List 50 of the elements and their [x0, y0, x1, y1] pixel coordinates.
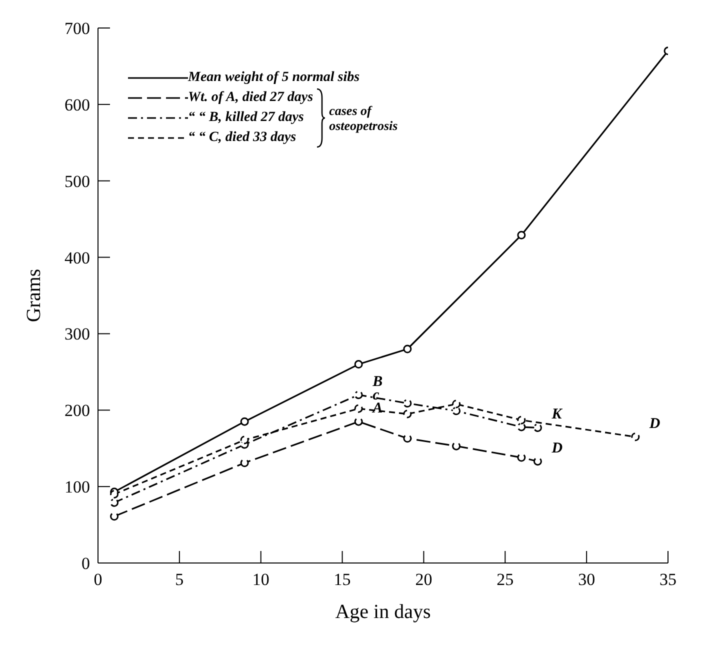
point — [452, 400, 461, 408]
point — [533, 457, 542, 466]
point — [403, 399, 412, 408]
x-tick-label: 20 — [415, 570, 432, 590]
point — [517, 230, 526, 240]
point — [354, 390, 363, 400]
point — [240, 436, 249, 444]
y-axis-title: Grams — [23, 268, 46, 322]
x-tick-label: 35 — [660, 570, 676, 590]
point — [517, 416, 526, 424]
legend-label: “ “ B, killed 27 days — [188, 110, 304, 126]
annotation: c — [372, 388, 380, 404]
y-tick-label: 500 — [64, 172, 90, 191]
point — [403, 344, 412, 354]
point — [110, 498, 119, 507]
point — [354, 404, 363, 413]
point — [631, 432, 640, 442]
point — [533, 423, 542, 432]
annotation: D — [550, 440, 563, 456]
point — [517, 422, 526, 432]
point — [240, 458, 249, 468]
x-axis-title: Age in days — [335, 601, 431, 623]
annotation: cases of osteopetrosis — [329, 103, 399, 133]
point — [452, 406, 461, 416]
annotation: K — [550, 406, 563, 423]
point — [403, 434, 412, 443]
x-tick-label: 0 — [94, 570, 102, 590]
point — [354, 360, 363, 369]
annotation: D — [648, 416, 660, 432]
legend-label: Wt. of A, died 27 days — [188, 90, 314, 106]
point — [110, 512, 119, 521]
y-tick-label: 600 — [64, 95, 90, 114]
y-tick-label: 700 — [64, 19, 90, 38]
point — [354, 417, 363, 426]
point — [517, 453, 526, 462]
x-tick-label: 30 — [578, 570, 596, 590]
x-tick-label: 10 — [252, 570, 270, 590]
point — [240, 417, 249, 426]
y-tick-label: 200 — [64, 401, 90, 420]
x-tick-label: 5 — [175, 570, 184, 590]
annotation: B — [372, 374, 383, 390]
legend-label: Mean weight of 5 normal sibs — [188, 70, 360, 86]
point — [452, 442, 461, 450]
y-tick-label: 400 — [64, 248, 90, 268]
y-tick-label: 100 — [64, 478, 90, 497]
y-tick-label: 300 — [64, 324, 90, 344]
legend-label: “ “ C, died 33 days — [188, 130, 296, 146]
y-tick-label: 0 — [82, 554, 90, 574]
x-tick-label: 25 — [496, 570, 514, 590]
x-tick-label: 15 — [334, 570, 351, 590]
